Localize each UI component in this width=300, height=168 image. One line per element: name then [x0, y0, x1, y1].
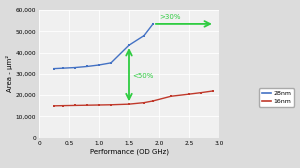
Text: <50%: <50% — [132, 73, 153, 79]
Y-axis label: Area - μm²: Area - μm² — [6, 55, 13, 92]
Legend: 28nm, 16nm: 28nm, 16nm — [259, 88, 294, 107]
Text: >30%: >30% — [159, 14, 181, 20]
X-axis label: Performance (OD GHz): Performance (OD GHz) — [89, 148, 169, 155]
